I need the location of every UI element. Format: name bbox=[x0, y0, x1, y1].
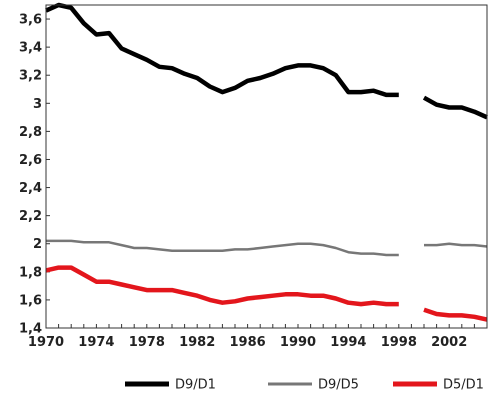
legend-label-d5-d1: D5/D1 bbox=[443, 378, 484, 393]
plot-area bbox=[45, 2, 488, 322]
y-tick-label: 3,2 bbox=[19, 69, 42, 84]
x-tick-label: 1978 bbox=[129, 335, 165, 350]
legend: D9/D1 D9/D5 D5/D1 bbox=[125, 378, 484, 393]
series-line-d9-d1-segment-1 bbox=[45, 2, 399, 98]
y-tick-label: 3 bbox=[33, 97, 42, 112]
y-tick-label: 1,6 bbox=[19, 293, 42, 308]
x-tick-label: 2002 bbox=[431, 335, 467, 350]
y-tick-label: 3,6 bbox=[19, 13, 42, 28]
x-tick-label: 1982 bbox=[179, 335, 215, 350]
x-tick-label: 1998 bbox=[381, 335, 417, 350]
legend-label-d9-d5: D9/D5 bbox=[318, 378, 359, 393]
series-line-d9-d1-segment-2 bbox=[422, 95, 488, 120]
y-tick-label: 1,8 bbox=[19, 265, 42, 280]
plot-frame bbox=[45, 4, 488, 329]
y-axis: 1,4 1,6 1,8 2 2,2 2,4 2,6 2,8 3 3,2 3,4 3,6 bbox=[19, 13, 50, 337]
y-tick-label: 2,6 bbox=[19, 153, 42, 168]
series-line-d9-d5-segment-2 bbox=[424, 242, 488, 248]
legend-label-d9-d1: D9/D1 bbox=[175, 378, 216, 393]
y-tick-label: 3,4 bbox=[19, 41, 42, 56]
y-tick-label: 2,4 bbox=[19, 181, 42, 196]
series-line-d5-d1-segment-1 bbox=[45, 265, 399, 307]
y-tick-label: 2,2 bbox=[19, 209, 42, 224]
x-axis: 1970 1974 1978 1982 1986 1990 1994 1998 2002 bbox=[28, 324, 488, 350]
x-tick-label: 1970 bbox=[28, 335, 64, 350]
y-tick-label: 1,4 bbox=[19, 322, 42, 337]
x-tick-label: 1974 bbox=[78, 335, 114, 350]
y-tick-label: 2 bbox=[33, 237, 42, 252]
x-tick-label: 1986 bbox=[230, 335, 266, 350]
y-tick-label: 2,8 bbox=[19, 125, 42, 140]
x-tick-label: 1990 bbox=[280, 335, 316, 350]
series-line-d9-d5-segment-1 bbox=[46, 239, 399, 257]
series-line-d5-d1-segment-2 bbox=[423, 307, 488, 322]
x-tick-label: 1994 bbox=[330, 335, 366, 350]
